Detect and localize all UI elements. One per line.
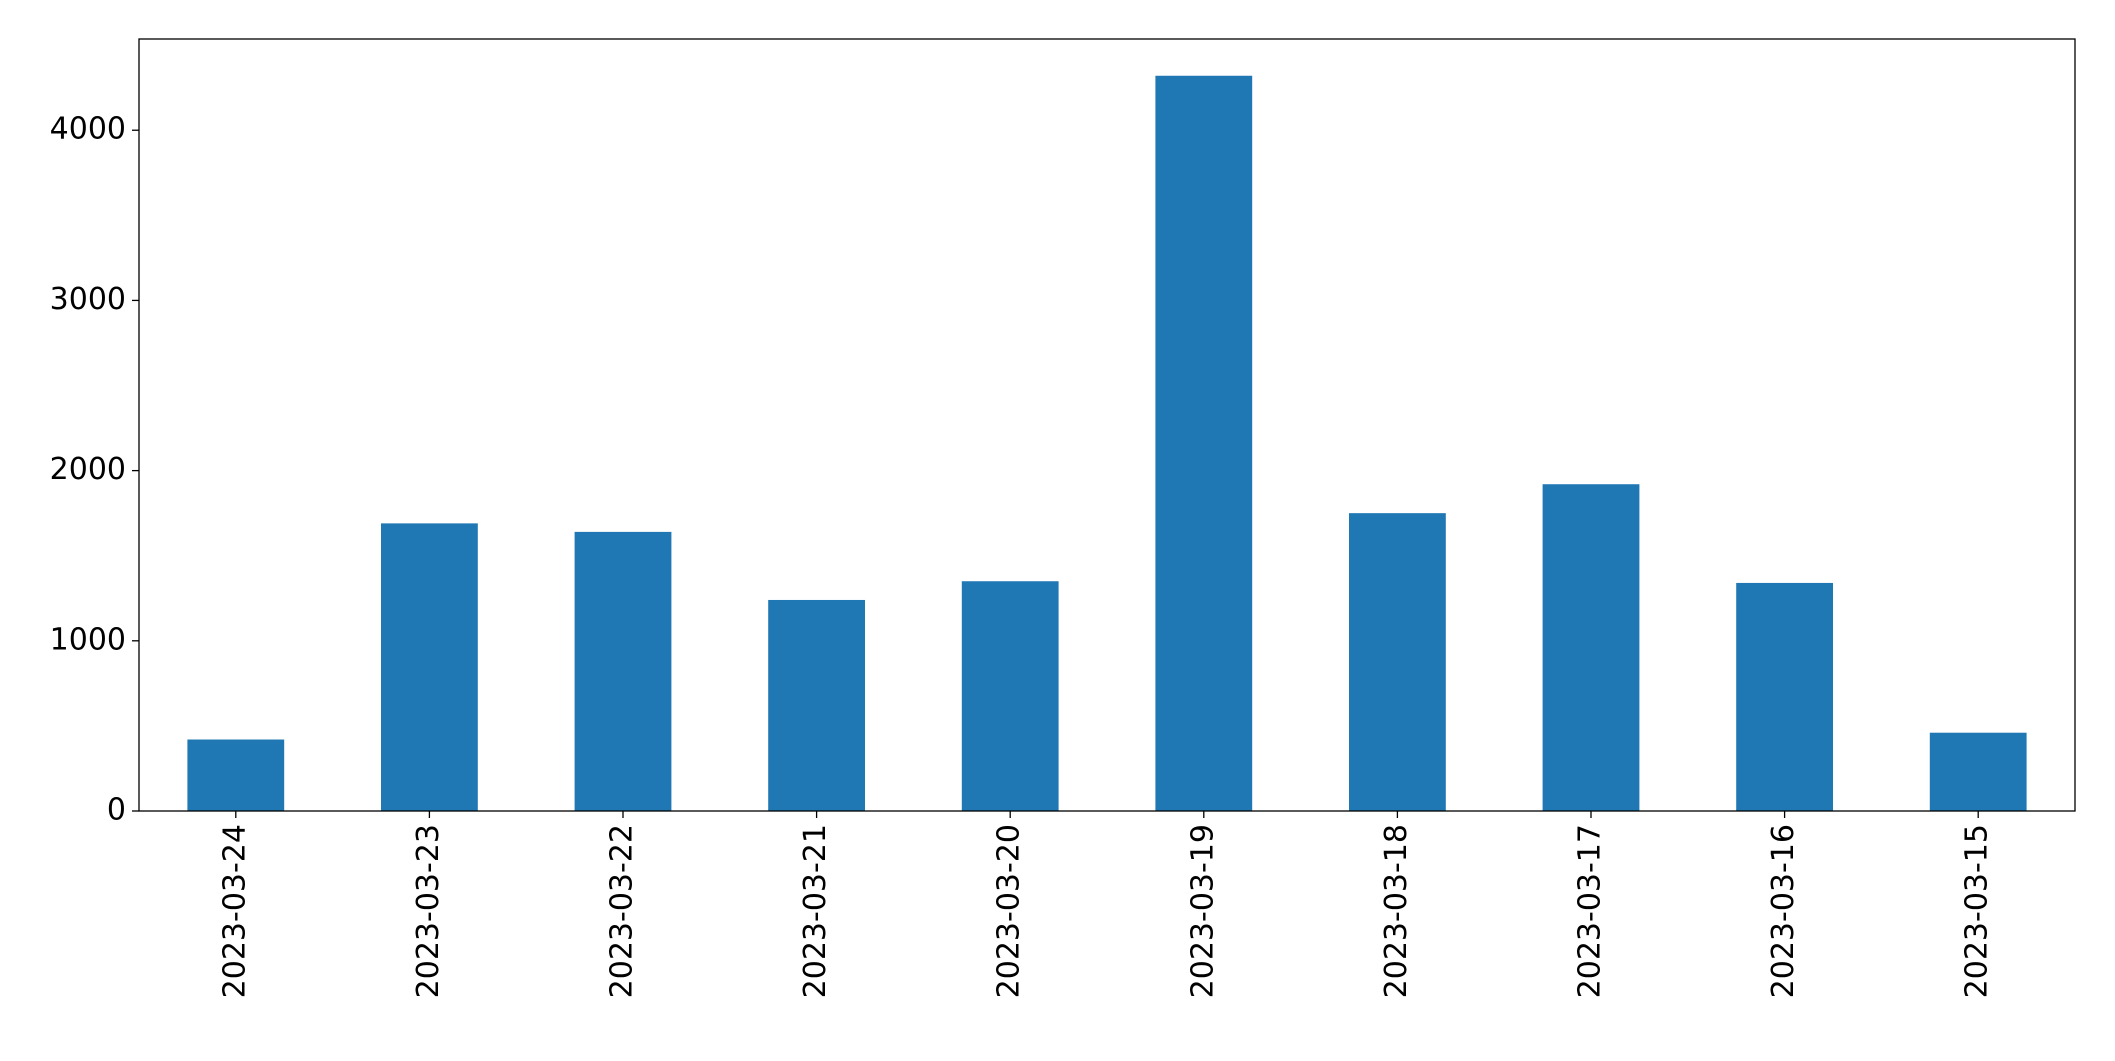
y-tick-label: 3000 — [50, 282, 126, 317]
bar — [187, 739, 285, 811]
x-tick-label: 2023-03-23 — [411, 824, 446, 998]
x-tick-label: 2023-03-18 — [1379, 824, 1414, 998]
y-tick-label: 1000 — [50, 622, 126, 657]
plot-frame — [138, 38, 2076, 812]
x-tick-label: 2023-03-15 — [1960, 824, 1995, 998]
bar — [1349, 513, 1446, 811]
x-tick-label: 2023-03-22 — [605, 824, 640, 998]
y-tick-label: 2000 — [50, 452, 126, 487]
x-tick-label: 2023-03-16 — [1766, 824, 1801, 998]
x-tick-label: 2023-03-19 — [1185, 824, 1220, 998]
x-tick-label: 2023-03-17 — [1573, 824, 1608, 998]
y-tick-label: 4000 — [50, 112, 126, 147]
bar — [961, 581, 1059, 811]
bar — [1929, 732, 2027, 811]
bar — [381, 523, 478, 811]
bar — [1155, 75, 1253, 811]
bar — [574, 531, 672, 811]
x-tick-label: 2023-03-21 — [798, 824, 833, 998]
y-tick-label: 0 — [107, 793, 126, 828]
x-tick-label: 2023-03-24 — [217, 824, 252, 998]
bar — [768, 599, 865, 811]
x-tick-label: 2023-03-20 — [992, 824, 1027, 998]
bar — [1542, 484, 1640, 811]
bar — [1736, 582, 1833, 811]
